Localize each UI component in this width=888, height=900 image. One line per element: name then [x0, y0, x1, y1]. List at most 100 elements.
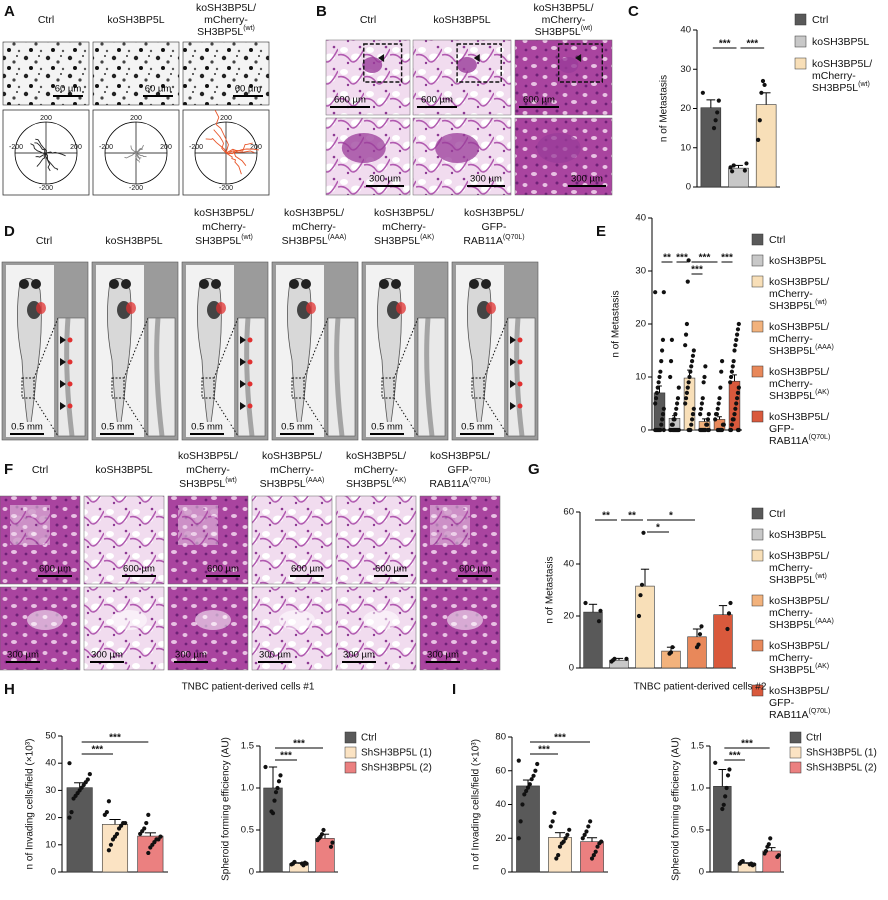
category-label: koSH3BP5L/GFP-RAB11A(Q70L): [769, 685, 830, 721]
label-line: koSH3BP5L: [433, 14, 490, 26]
tumor-cells: [216, 302, 226, 314]
label-superscript: (wt): [243, 25, 255, 32]
y-tick-label: 30: [45, 785, 56, 796]
data-point: [554, 856, 559, 861]
panel-label: H: [4, 681, 15, 698]
metastasis: [67, 337, 73, 343]
label-line: mCherry-: [270, 464, 314, 476]
scale-bar-label: 300 µm: [175, 650, 207, 661]
data-point: [263, 764, 268, 770]
zoom-box: [456, 43, 502, 83]
label-line: SH3BP5L: [769, 574, 815, 586]
zoom-guide: [393, 397, 419, 437]
micrograph: [2, 41, 90, 106]
larva-eye: [289, 279, 299, 289]
label-line: GFP-: [447, 464, 473, 476]
alveoli: [279, 610, 315, 630]
data-point: [659, 417, 665, 422]
lung-section: [325, 39, 411, 116]
label-line: koSH3BP5L: [769, 529, 826, 541]
lung-section: [412, 39, 512, 116]
scale-bar-label: 0.5 mm: [371, 422, 403, 433]
legend-label: ShSH3BP5L (1): [361, 748, 432, 759]
legend-swatch: [751, 410, 764, 423]
data-point: [330, 840, 335, 845]
arrowhead: [60, 402, 66, 410]
label-line: mCherry-: [292, 221, 336, 233]
lung-section-overlay: [10, 505, 50, 545]
data-point: [654, 390, 660, 395]
category-label: Ctrl: [812, 14, 828, 26]
label-line: koSH3BP5L/: [812, 58, 872, 70]
y-tick-label: 40: [680, 25, 691, 36]
data-point: [683, 332, 689, 337]
label-line: SH3BP5L: [260, 478, 306, 490]
label-line: SH3BP5L: [769, 390, 815, 402]
data-point: [583, 600, 588, 606]
data-point: [110, 837, 116, 842]
data-point: [734, 396, 740, 401]
scale-bar-label: 600 µm: [523, 95, 555, 106]
cell-trajectory: [225, 142, 253, 155]
y-tick-label: 80: [495, 732, 506, 743]
arrowhead: [473, 54, 480, 62]
label-superscript: (AAA): [815, 618, 834, 625]
data-point: [724, 785, 729, 791]
data-point: [690, 412, 696, 417]
legend-swatch: [751, 549, 764, 562]
label-line: SH3BP5L: [769, 664, 815, 676]
label-superscript: (wt): [581, 25, 593, 32]
data-point: [719, 369, 724, 374]
data-point: [624, 656, 629, 662]
lung-section-overlay: [346, 505, 386, 545]
data-point: [719, 359, 725, 364]
arrowhead: [378, 54, 385, 62]
category-label: koSH3BP5L/mCherry-SH3BP5L(AAA): [282, 207, 347, 247]
polar-tick-label: 200: [70, 144, 82, 151]
data-point: [690, 353, 696, 358]
significance-label: *: [656, 523, 660, 534]
panel-label: C: [628, 3, 639, 20]
label-superscript: (AAA): [328, 234, 347, 241]
label-line: GFP-: [769, 697, 795, 709]
data-point: [683, 396, 689, 401]
label-superscript: (AAA): [815, 344, 834, 351]
metastasis: [517, 381, 523, 387]
data-point: [728, 600, 733, 606]
tumor-cells: [306, 302, 316, 314]
cell-trajectory: [135, 144, 144, 154]
label-line: RAB11A: [769, 709, 809, 721]
y-tick-label: 0: [641, 425, 646, 436]
legend-swatch: [794, 57, 807, 70]
bar: [713, 614, 733, 669]
label-line: koSH3BP5L/: [430, 450, 490, 462]
data-point: [689, 422, 694, 427]
data-point: [713, 412, 719, 417]
data-point: [727, 767, 732, 772]
bar: [635, 585, 655, 669]
significance-label: ***: [746, 39, 758, 50]
data-point: [699, 624, 704, 629]
category-label: koSH3BP5L/mCherry-SH3BP5L(AAA): [769, 595, 834, 631]
data-point: [638, 593, 643, 598]
data-point: [715, 110, 720, 115]
lung-section-overlay: [262, 505, 302, 545]
data-point: [639, 582, 645, 587]
label-line: GFP-: [481, 221, 507, 233]
data-point: [703, 364, 708, 369]
data-point: [552, 810, 557, 816]
vessel: [514, 317, 525, 437]
data-point: [683, 401, 688, 406]
scale-bar-label: 300 µm: [571, 174, 603, 185]
scale-bar-label: 0.5 mm: [191, 422, 223, 433]
micrograph: [182, 41, 270, 106]
label-superscript: (wt): [858, 81, 870, 88]
label-superscript: (AK): [815, 389, 829, 396]
label-line: SH3BP5L: [346, 478, 392, 490]
data-point: [108, 842, 114, 847]
significance-label: ***: [280, 751, 292, 762]
scale-bar-label: 0.5 mm: [11, 422, 43, 433]
category-label: koSH3BP5L/mCherry- SH3BP5L(AK): [346, 450, 406, 490]
category-label: koSH3BP5L/mCherry- SH3BP5L(AK): [374, 207, 434, 247]
data-point: [734, 332, 740, 337]
